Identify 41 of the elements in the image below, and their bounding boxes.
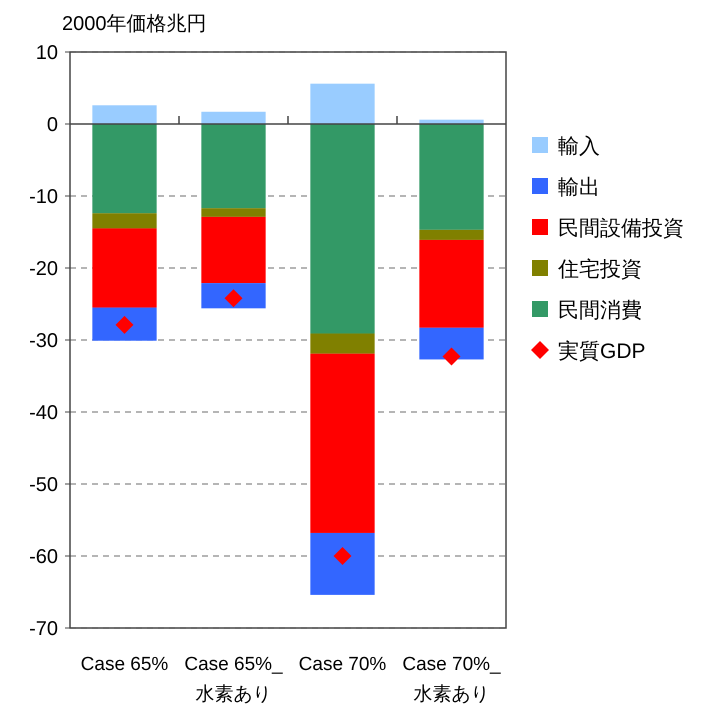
y-tick-label: -60	[29, 546, 58, 568]
bar	[310, 334, 375, 354]
bar	[310, 84, 375, 124]
bar	[92, 124, 157, 214]
point	[442, 348, 460, 366]
legend-label: 民間設備投資	[558, 217, 684, 240]
bar	[201, 124, 266, 208]
y-tick-label: -40	[29, 402, 58, 424]
bar	[310, 354, 375, 533]
y-axis-title: 2000年価格兆円	[62, 13, 206, 35]
bar	[92, 228, 157, 308]
legend-label: 輸入	[558, 135, 600, 158]
bar	[92, 308, 157, 341]
legend-label: 民間消費	[558, 299, 642, 322]
y-tick-label: -50	[29, 474, 58, 496]
bar	[201, 208, 266, 217]
y-tick-label: 0	[46, 114, 58, 136]
bar	[201, 216, 266, 284]
bar	[310, 124, 375, 334]
y-tick-label: -10	[29, 186, 58, 208]
bar	[419, 120, 484, 124]
y-tick-label: -20	[29, 258, 58, 280]
bar	[419, 240, 484, 328]
y-tick-label: -70	[29, 618, 58, 640]
bar	[92, 105, 157, 124]
x-tick-label: Case 70%_ 水素あり	[402, 654, 502, 705]
y-tick-label: 10	[36, 42, 58, 64]
x-tick-label: Case 65%	[80, 654, 168, 675]
x-tick-label: Case 70%	[298, 654, 386, 675]
y-tick-label: -30	[29, 330, 58, 352]
bar	[419, 328, 484, 360]
bar	[92, 213, 157, 228]
x-tick-label: Case 65%_ 水素あり	[184, 654, 284, 705]
bar	[419, 230, 484, 240]
legend-label: 住宅投資	[557, 258, 642, 281]
legend-label: 実質GDP	[558, 340, 646, 363]
bar	[201, 112, 266, 124]
bar	[419, 124, 484, 230]
bar	[310, 532, 375, 595]
legend-label: 輸出	[558, 176, 600, 199]
bar	[201, 283, 266, 308]
